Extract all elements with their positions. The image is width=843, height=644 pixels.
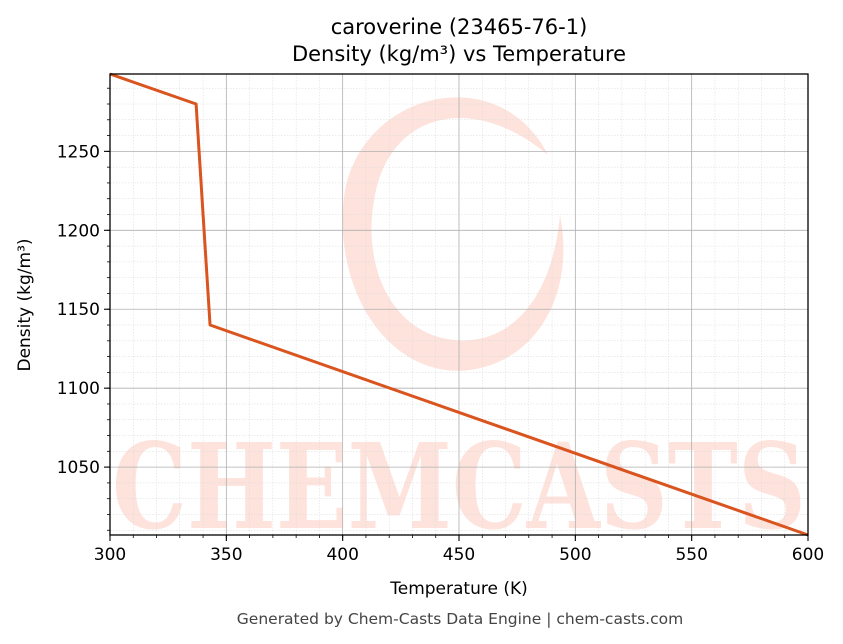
watermark-swirl xyxy=(342,97,564,371)
x-axis-label: Temperature (K) xyxy=(389,579,528,599)
y-tick-label: 1250 xyxy=(57,142,100,162)
x-tick-label: 400 xyxy=(326,545,358,565)
y-tick-label: 1150 xyxy=(57,300,100,320)
y-tick-label: 1100 xyxy=(57,379,100,399)
x-tick-label: 500 xyxy=(559,545,591,565)
chart-title-line2: Density (kg/m³) vs Temperature xyxy=(292,42,626,66)
footer-credit: Generated by Chem-Casts Data Engine | ch… xyxy=(237,610,683,628)
x-tick-label: 300 xyxy=(94,545,126,565)
y-tick-label: 1050 xyxy=(57,458,100,478)
x-tick-label: 350 xyxy=(210,545,242,565)
x-tick-label: 600 xyxy=(792,545,824,565)
y-axis-label: Density (kg/m³) xyxy=(15,238,35,371)
x-tick-label: 550 xyxy=(675,545,707,565)
axis-ticks: 300 350 400 450 500 550 600 1050 1100 1150 1200 125… xyxy=(57,87,824,565)
density-series-line xyxy=(109,72,809,537)
x-tick-label: 450 xyxy=(443,545,475,565)
y-tick-label: 1200 xyxy=(57,221,100,241)
chart-title-line1: caroverine (23465-76-1) xyxy=(331,15,588,39)
series-layer xyxy=(109,72,809,537)
